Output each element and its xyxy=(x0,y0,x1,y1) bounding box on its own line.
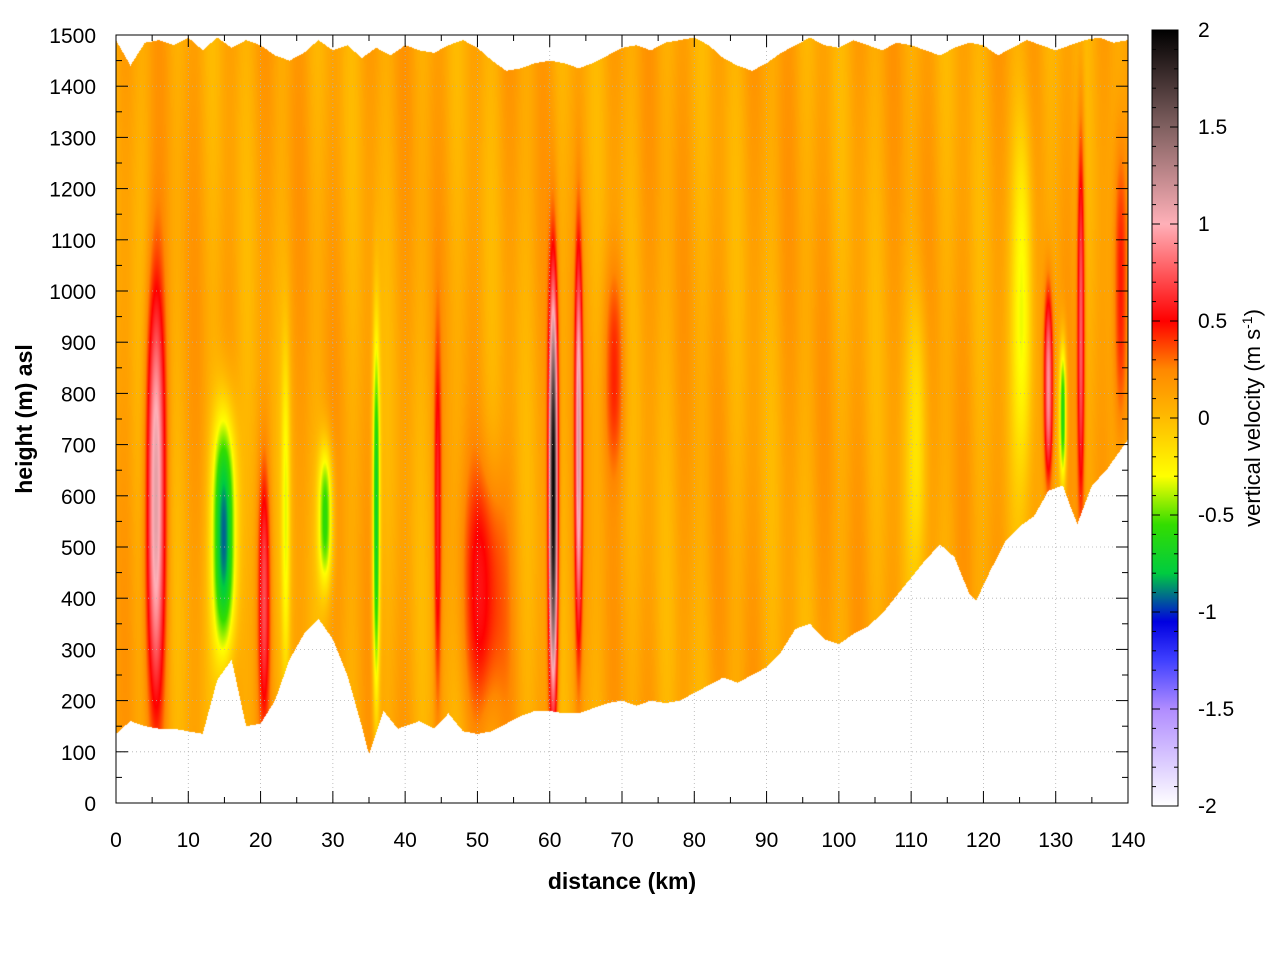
x-tick-label: 10 xyxy=(177,829,200,852)
colorbar: 2 1.5 1 0.5 0 -0.5 -1 -1.5 -2 xyxy=(1151,19,1234,818)
x-tick-label: 60 xyxy=(538,829,561,852)
y-tick-label: 500 xyxy=(61,537,96,560)
x-tick-label: 70 xyxy=(610,829,633,852)
colorbar-tick-label: 0 xyxy=(1198,407,1210,430)
x-axis: 0 10 20 30 40 50 60 70 80 90 100 110 120 130 140 xyxy=(110,35,1146,852)
y-tick-label: 200 xyxy=(61,691,96,714)
x-tick-label: 40 xyxy=(393,829,416,852)
y-tick-label: 0 xyxy=(84,793,96,816)
y-tick-label: 600 xyxy=(61,486,96,509)
colorbar-tick-label: 2 xyxy=(1198,19,1210,42)
x-tick-label: 130 xyxy=(1038,829,1073,852)
y-axis: 0 100 200 300 400 500 600 700 800 900 1000 1100 1200… xyxy=(49,25,1128,816)
y-tick-label: 1400 xyxy=(49,76,96,99)
x-tick-label: 80 xyxy=(683,829,706,852)
y-tick-label: 400 xyxy=(61,588,96,611)
colorbar-tick-label: -0.5 xyxy=(1198,504,1234,527)
y-tick-label: 800 xyxy=(61,383,96,406)
colorbar-tick-label: -1 xyxy=(1198,601,1217,624)
x-tick-label: 120 xyxy=(966,829,1001,852)
x-tick-label: 110 xyxy=(894,829,927,852)
colorbar-tick-label: -1.5 xyxy=(1198,698,1234,721)
x-tick-label: 50 xyxy=(466,829,489,852)
x-tick-label: 140 xyxy=(1110,829,1145,852)
colorbar-tick-label: -2 xyxy=(1198,795,1217,818)
grid-lines xyxy=(116,35,1128,803)
x-tick-label: 30 xyxy=(321,829,344,852)
y-tick-label: 700 xyxy=(61,435,96,458)
colorbar-tick-label: 0.5 xyxy=(1198,310,1227,333)
y-tick-label: 1200 xyxy=(49,179,96,202)
y-tick-label: 300 xyxy=(61,639,96,662)
y-tick-label: 900 xyxy=(61,332,96,355)
x-tick-label: 100 xyxy=(821,829,856,852)
x-tick-label: 0 xyxy=(110,829,122,852)
y-tick-label: 100 xyxy=(61,742,96,765)
colorbar-tick-label: 1.5 xyxy=(1198,116,1227,139)
colorbar-tick-label: 1 xyxy=(1198,213,1210,236)
y-tick-label: 1000 xyxy=(49,281,96,304)
y-tick-label: 1300 xyxy=(49,127,96,150)
x-tick-label: 90 xyxy=(755,829,778,852)
y-tick-label: 1100 xyxy=(51,230,96,253)
x-axis-label: distance (km) xyxy=(548,868,696,894)
colorbar-title: vertical velocity (m s-1) xyxy=(1239,309,1265,527)
x-tick-label: 20 xyxy=(249,829,272,852)
y-axis-label: height (m) asl xyxy=(11,344,37,494)
y-tick-label: 1500 xyxy=(49,25,96,48)
